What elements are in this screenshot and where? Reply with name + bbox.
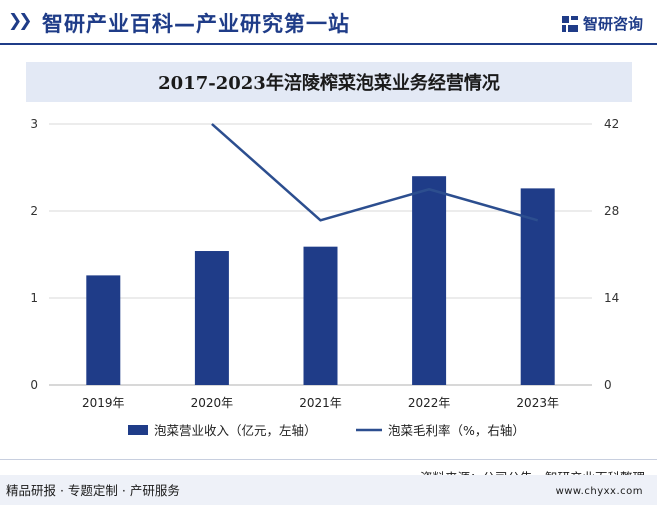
bar (520, 188, 555, 385)
legend-swatch-bar (128, 425, 148, 435)
x-tick-label: 2023年 (516, 396, 559, 410)
footer-tagline: 精品研报 · 专题定制 · 产研服务 (6, 483, 180, 498)
y-left-tick-label: 1 (30, 291, 38, 305)
x-tick-label: 2022年 (408, 396, 451, 410)
chart-title-band: 2017-2023年涪陵榨菜泡菜业务经营情况 (26, 62, 632, 102)
footer-url[interactable]: www.chyxx.com (555, 486, 643, 497)
brand[interactable]: 智研咨询 (561, 13, 643, 34)
bar (86, 275, 121, 385)
brand-name: 智研咨询 (582, 15, 643, 33)
bar (303, 246, 338, 385)
x-tick-label: 2019年 (82, 396, 125, 410)
series-line (211, 123, 539, 222)
y-right-tick-label: 14 (604, 291, 619, 305)
x-tick-label: 2020年 (191, 396, 234, 410)
y-left-tick-label: 0 (30, 378, 38, 392)
bar (194, 251, 229, 385)
header-divider (0, 43, 657, 45)
legend-label-bar: 泡菜营业收入（亿元，左轴） (154, 423, 317, 438)
legend-label-line: 泡菜毛利率（%，右轴） (388, 423, 525, 438)
footer-bar (0, 475, 657, 505)
brand-logo-icon (561, 15, 578, 32)
chart-title: 2017-2023年涪陵榨菜泡菜业务经营情况 (158, 73, 500, 94)
y-left-tick-label: 3 (30, 117, 38, 131)
x-tick-label: 2021年 (299, 396, 342, 410)
footer-divider (0, 459, 657, 460)
page-header: ❯❯ 智研产业百科—产业研究第一站 智研咨询 (0, 0, 657, 44)
bar (412, 176, 447, 385)
site-name: 智研产业百科—产业研究第一站 (42, 12, 350, 36)
double-arrow-icon: ❯❯ (8, 11, 32, 31)
y-right-tick-label: 28 (604, 204, 619, 218)
y-left-tick-label: 2 (30, 204, 38, 218)
y-right-tick-label: 42 (604, 117, 619, 131)
y-right-tick-label: 0 (604, 378, 612, 392)
